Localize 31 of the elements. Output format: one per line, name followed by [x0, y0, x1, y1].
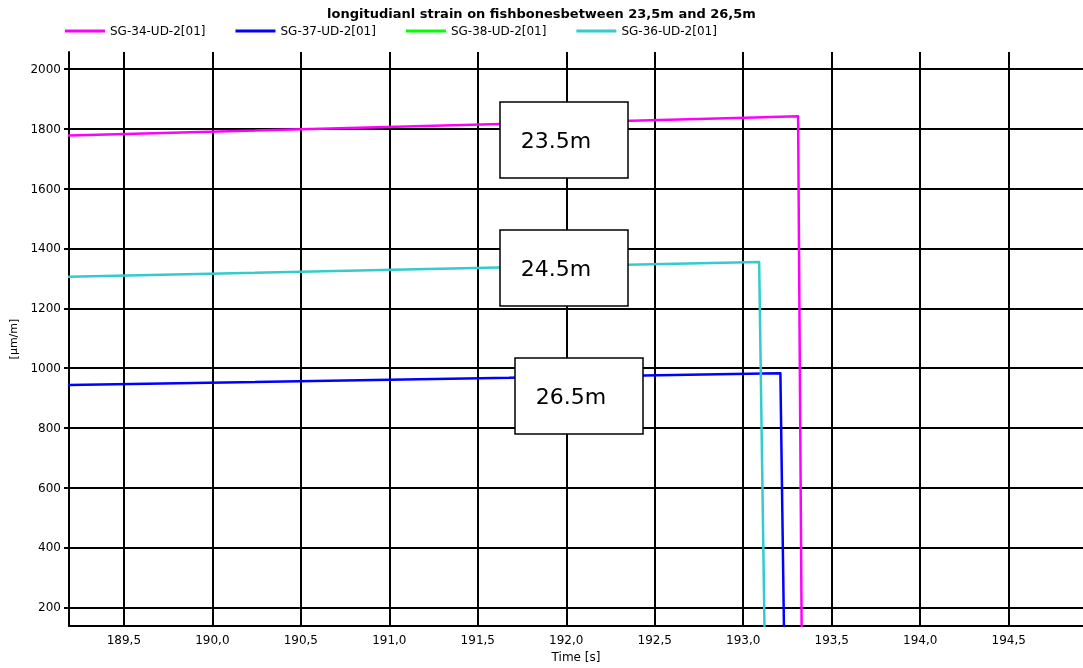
y-tick-label: 400 — [38, 540, 61, 555]
y-tick-label: 200 — [38, 600, 61, 615]
legend-label: SG-34-UD-2[01] — [110, 24, 206, 38]
y-tick-label: 1400 — [30, 241, 61, 256]
chart-title: longitudianl strain on fishbonesbetween 23,5m and 26,5m — [327, 6, 756, 21]
y-tick-label: 800 — [38, 420, 61, 435]
annotation: 26.5m — [535, 383, 607, 409]
x-tick-label: 191,5 — [460, 633, 495, 648]
legend-label: SG-37-UD-2[01] — [280, 24, 376, 38]
y-tick-label: 600 — [38, 480, 61, 495]
x-axis-title: Time [s] — [550, 650, 601, 664]
x-tick-label: 192,0 — [549, 633, 584, 648]
y-tick-label: 1000 — [30, 361, 61, 376]
y-tick-label: 1200 — [30, 301, 61, 316]
annotation: 23.5m — [520, 127, 592, 153]
x-tick-label: 193,5 — [814, 633, 849, 648]
x-tick-label: 192,5 — [637, 633, 672, 648]
y-tick-label: 2000 — [30, 62, 61, 77]
x-tick-label: 194,5 — [991, 633, 1026, 648]
x-tick-label: 194,0 — [903, 633, 938, 648]
y-tick-label: 1800 — [30, 121, 61, 136]
annotation: 24.5m — [520, 255, 592, 281]
x-tick-label: 190,5 — [283, 633, 318, 648]
x-tick-label: 189,5 — [106, 633, 142, 648]
x-tick-label: 193,0 — [726, 633, 761, 648]
y-axis-title: [µm/m] — [7, 318, 20, 360]
x-tick-label: 190,0 — [195, 633, 230, 648]
legend-label: SG-36-UD-2[01] — [621, 24, 717, 38]
y-tick-label: 1600 — [30, 181, 61, 196]
x-tick-label: 191,0 — [372, 633, 407, 648]
legend-label: SG-38-UD-2[01] — [450, 24, 547, 38]
